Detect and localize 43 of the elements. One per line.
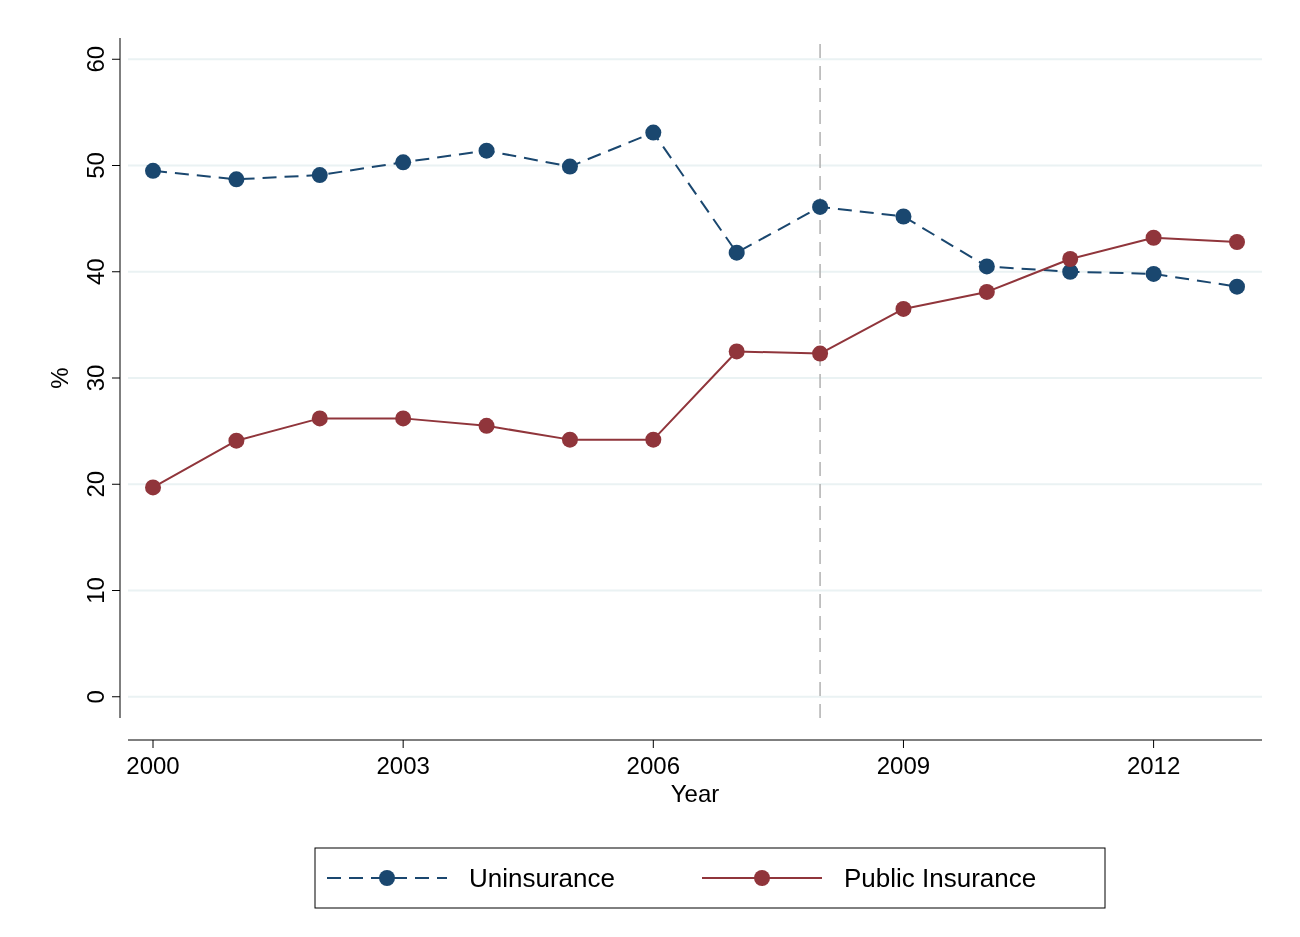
y-tick-label: 10 — [82, 577, 109, 604]
point — [645, 431, 662, 448]
y-tick-label: 50 — [82, 152, 109, 179]
point — [311, 410, 328, 427]
point — [812, 345, 829, 362]
point — [895, 300, 912, 317]
point — [478, 417, 495, 434]
y-tick-label: 60 — [82, 45, 109, 73]
x-tick-label: 2012 — [1126, 752, 1181, 779]
legend-label: Public Insurance — [844, 863, 1037, 893]
x-tick-label: 2009 — [876, 752, 931, 779]
point — [395, 410, 412, 427]
point — [728, 343, 745, 360]
point — [478, 142, 495, 159]
x-tick-label: 2000 — [126, 752, 180, 779]
y-tick-label: 40 — [82, 258, 109, 286]
point — [228, 171, 245, 188]
y-tick-label: 20 — [82, 470, 109, 498]
point — [145, 162, 162, 179]
x-tick-label: 2003 — [376, 752, 430, 779]
point — [561, 158, 578, 175]
point — [1228, 234, 1245, 250]
point — [228, 432, 245, 449]
point — [395, 154, 412, 171]
y-tick-label: 0 — [82, 690, 109, 704]
point — [1062, 251, 1079, 267]
x-tick-label: 2006 — [626, 752, 680, 779]
point — [645, 124, 662, 141]
point — [895, 208, 912, 225]
point — [1145, 265, 1162, 282]
point — [1145, 229, 1162, 246]
point — [978, 258, 995, 275]
x-axis-title: Year — [670, 780, 720, 807]
point — [561, 431, 578, 448]
legend-label: Uninsurance — [469, 863, 615, 893]
point — [1228, 278, 1245, 295]
point — [311, 167, 328, 184]
point — [978, 283, 995, 300]
point — [145, 479, 162, 496]
point — [812, 198, 829, 215]
y-axis-title: % — [46, 367, 73, 389]
point — [728, 244, 745, 261]
y-tick-label: 30 — [82, 364, 109, 392]
